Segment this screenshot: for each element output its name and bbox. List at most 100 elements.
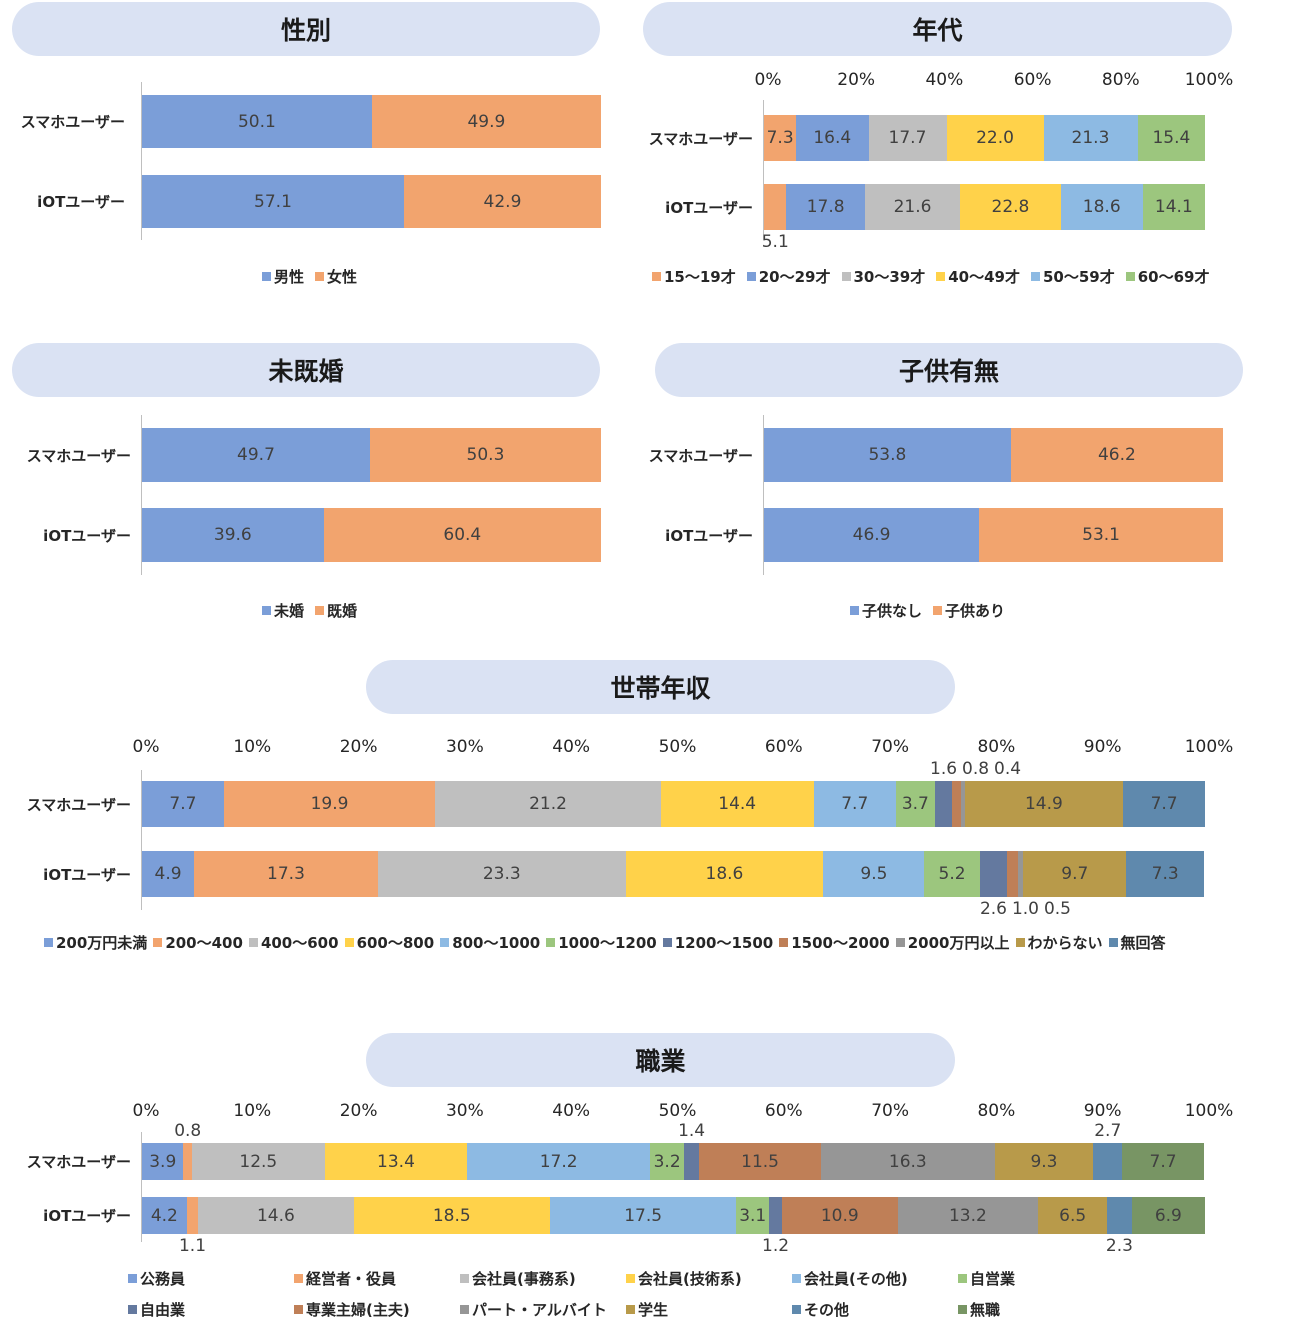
income-data-label: 19.9 — [310, 794, 349, 814]
income-bar-segment — [813, 781, 896, 827]
income-bar-segment — [625, 851, 824, 897]
age-legend-item: 15〜19才 — [652, 266, 736, 287]
marriage-title: 未既婚 — [12, 343, 600, 397]
legend-swatch — [958, 1304, 967, 1314]
children-bar-segment — [979, 508, 1223, 562]
age-data-label: 17.7 — [888, 128, 927, 148]
age-data-label: 14.1 — [1154, 197, 1193, 217]
marriage-data-label: 39.6 — [213, 525, 252, 545]
legend-label: 会社員(その他) — [804, 1269, 908, 1288]
children-category-label: iOTユーザー — [665, 526, 753, 545]
income-legend-item: わからない — [1015, 932, 1103, 953]
income-bar-segment — [377, 851, 626, 897]
gender-legend-item: 男性 — [262, 266, 304, 287]
income-legend: 200万円未満 200〜400 400〜600 600〜800 800〜1000 1000… — [44, 932, 1172, 952]
income-data-label: 14.9 — [1024, 794, 1063, 814]
occupation-data-label: 16.3 — [888, 1151, 927, 1172]
income-tick-label: 90% — [1083, 737, 1122, 757]
legend-swatch — [792, 1304, 801, 1314]
occupation-data-label: 6.5 — [1059, 1205, 1087, 1226]
age-bar-segment — [786, 184, 865, 230]
occupation-tick-label: 0% — [132, 1101, 160, 1121]
occupation-legend-item: 公務員 — [128, 1268, 185, 1288]
legend-label: 15〜19才 — [664, 267, 736, 286]
legend-swatch — [546, 937, 556, 947]
legend-swatch — [746, 271, 756, 281]
legend-swatch — [626, 1304, 635, 1314]
legend-swatch — [262, 605, 271, 615]
marriage-data-label: 49.7 — [237, 445, 275, 465]
legend-label: 1000〜1200 — [558, 933, 657, 952]
occupation-data-label: 12.5 — [239, 1151, 278, 1172]
age-legend-item: 30〜39才 — [841, 266, 925, 287]
age-data-label: 7.3 — [766, 128, 794, 148]
occupation-bar-segment — [1038, 1197, 1108, 1234]
age-data-label: 22.8 — [991, 197, 1030, 217]
age-legend: 15〜19才 20〜29才 30〜39才 40〜49才 50〜59才 60〜69才 — [652, 266, 1221, 286]
gender-legend-item: 女性 — [315, 266, 357, 287]
legend-label: その他 — [804, 1300, 850, 1319]
income-data-label: 21.2 — [529, 794, 567, 814]
occupation-tick-label: 80% — [977, 1101, 1016, 1121]
gender-legend: 男性 女性 — [262, 266, 368, 286]
age-data-label: 21.6 — [893, 197, 932, 217]
occupation-bar-segment — [467, 1143, 651, 1180]
age-tick-label: 20% — [837, 70, 876, 90]
occupation-data-label: 1.4 — [678, 1121, 706, 1141]
occupation-category-label: スマホユーザー — [26, 1153, 131, 1171]
occupation-bar-segment — [191, 1143, 325, 1180]
occupation-data-label: 13.4 — [377, 1151, 415, 1172]
marriage-legend-item: 未婚 — [262, 600, 304, 621]
occupation-bar-segment — [142, 1143, 184, 1180]
marriage-bar-segment — [142, 428, 371, 482]
income-bar-segment — [1017, 851, 1024, 897]
legend-swatch — [315, 605, 325, 615]
legend-label: 専業主婦(主夫) — [306, 1300, 410, 1319]
income-data-label: 18.6 — [705, 864, 744, 884]
legend-label: 女性 — [327, 267, 358, 286]
income-legend-item: 800〜1000 — [440, 932, 540, 953]
legend-swatch — [792, 1273, 801, 1283]
legend-swatch — [294, 1273, 303, 1283]
income-bar-segment — [1123, 781, 1205, 827]
occupation-data-label: 14.6 — [256, 1205, 295, 1226]
income-data-label: 23.3 — [482, 864, 521, 884]
age-category-label: スマホユーザー — [648, 129, 753, 148]
legend-swatch — [1125, 271, 1135, 281]
income-tick-label: 10% — [233, 737, 272, 757]
income-bar-segment — [823, 851, 925, 897]
occupation-legend-item: 会社員(その他) — [792, 1268, 908, 1288]
occupation-tick-label: 90% — [1083, 1101, 1122, 1121]
income-tick-label: 20% — [339, 737, 378, 757]
legend-label: 会社員(技術系) — [638, 1269, 742, 1288]
age-title: 年代 — [643, 2, 1232, 56]
occupation-bar-segment — [821, 1143, 995, 1180]
occupation-title: 職業 — [366, 1033, 955, 1087]
income-bar-segment — [1023, 851, 1127, 897]
income-tick-label: 0% — [132, 737, 160, 757]
children-category-label: スマホユーザー — [648, 446, 753, 465]
occupation-data-label: 9.3 — [1030, 1151, 1058, 1172]
income-legend-item: 無回答 — [1108, 932, 1166, 953]
occupation-category-label: iOTユーザー — [43, 1207, 131, 1225]
income-axis-line — [141, 770, 142, 910]
income-data-label: 0.4 — [994, 759, 1022, 779]
occupation-data-label: 4.2 — [150, 1205, 178, 1226]
children-bar-segment — [1010, 428, 1223, 482]
occupation-bar-segment — [736, 1197, 770, 1234]
occupation-legend-item: 無職 — [958, 1299, 1000, 1319]
occupation-data-label: 3.1 — [739, 1205, 767, 1226]
age-data-label: 5.1 — [761, 232, 789, 252]
legend-swatch — [128, 1273, 137, 1283]
occupation-bar-segment — [186, 1197, 199, 1234]
age-data-label: 21.3 — [1071, 128, 1110, 148]
legend-label: 200〜400 — [165, 933, 243, 952]
income-bar-segment — [964, 781, 1124, 827]
income-tick-label: 70% — [871, 737, 909, 757]
income-tick-label: 60% — [764, 737, 803, 757]
occupation-tick-label: 30% — [445, 1101, 484, 1121]
occupation-bar-segment — [1093, 1143, 1123, 1180]
age-bar-segment — [1137, 115, 1206, 161]
age-bar-segment — [1060, 184, 1143, 230]
marriage-bar-segment — [370, 428, 601, 482]
